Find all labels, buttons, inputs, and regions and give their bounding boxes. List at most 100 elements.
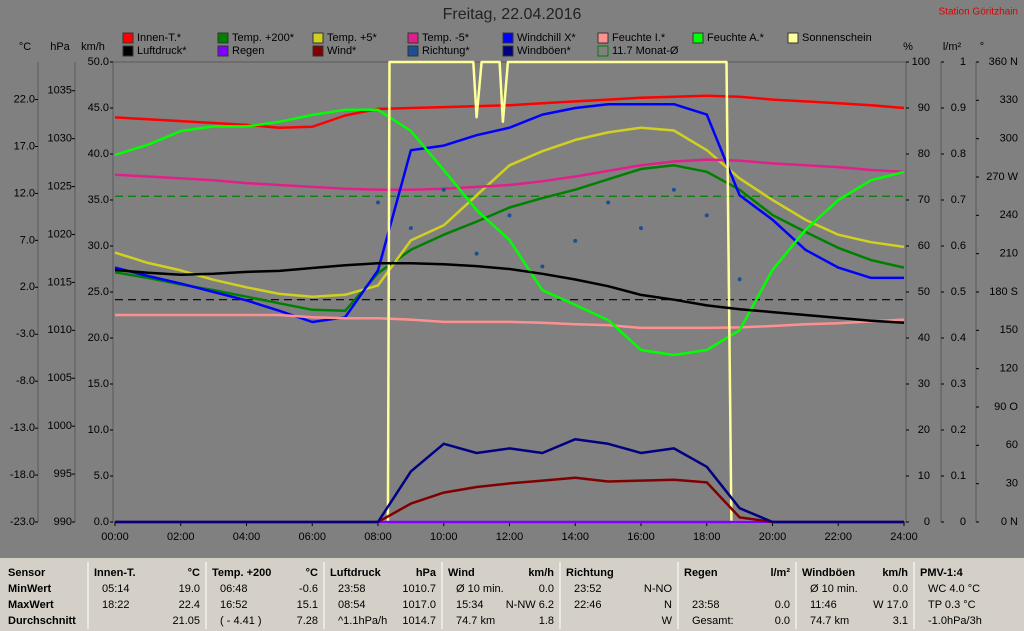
- legend-label: Regen: [232, 45, 264, 57]
- y-tick-label: 40: [918, 332, 930, 344]
- y-tick-label: 90: [918, 102, 930, 114]
- y-tick-label: 1: [960, 56, 966, 68]
- y-tick-label: 10.0: [88, 424, 109, 436]
- y-tick-label: 20: [918, 424, 930, 436]
- series-line: [115, 60, 904, 524]
- direction-dot: [737, 277, 742, 282]
- y-tick-label: 210: [1000, 248, 1018, 260]
- stats-header: Innen-T.: [94, 567, 136, 579]
- y-tick-label: 7.0: [20, 234, 35, 246]
- series-line: [115, 313, 905, 330]
- y-tick-label: 1010: [48, 324, 72, 336]
- stats-cell: 15:34: [456, 599, 484, 611]
- y-tick-label: -23.0: [10, 516, 35, 528]
- stats-value: W: [662, 615, 673, 627]
- stats-value: N: [664, 599, 672, 611]
- stats-cell: 18:22: [102, 599, 130, 611]
- y-tick-label: 40.0: [88, 148, 109, 160]
- series-line: [114, 158, 905, 191]
- y-tick-label: 1005: [48, 372, 72, 384]
- direction-dot: [704, 213, 709, 218]
- y-tick-label: 12.0: [14, 187, 35, 199]
- y-tick-label: 0.2: [951, 424, 966, 436]
- direction-dot: [474, 251, 479, 256]
- stats-value: N-NO: [644, 583, 673, 595]
- stats-cell: WC 4.0 °C: [928, 583, 980, 595]
- stats-header: Regen: [684, 567, 718, 579]
- y-tick-label: 0: [960, 516, 966, 528]
- y-tick-label: 1025: [48, 180, 72, 192]
- stats-unit: km/h: [528, 567, 554, 579]
- y-tick-label: 0.6: [951, 240, 966, 252]
- direction-dot: [573, 238, 578, 243]
- y-tick-label: 15.0: [88, 378, 109, 390]
- y-tick-label: 0.9: [951, 102, 966, 114]
- stats-value: 0.0: [893, 583, 908, 595]
- direction-dot: [441, 187, 446, 192]
- y-tick-label: -13.0: [10, 422, 35, 434]
- stats-panel: [0, 558, 1024, 631]
- stats-value: W 17.0: [873, 599, 908, 611]
- y-tick-label: 90 O: [994, 401, 1018, 413]
- legend-swatch: [217, 45, 229, 57]
- y-tick-label: 1035: [48, 85, 72, 97]
- legend-swatch: [312, 45, 324, 57]
- stats-value: 19.0: [179, 583, 200, 595]
- direction-dot: [606, 200, 611, 205]
- y-tick-label: 80: [918, 148, 930, 160]
- legend-swatch: [407, 32, 419, 44]
- stats-header: Temp. +200: [212, 567, 271, 579]
- y-tick-label: -3.0: [16, 328, 35, 340]
- x-tick-label: 20:00: [759, 531, 787, 543]
- stats-cell: Gesamt:: [692, 615, 734, 627]
- axis-label: °: [980, 41, 984, 53]
- axis-label: %: [903, 41, 913, 53]
- axis-label: hPa: [50, 41, 70, 53]
- legend-swatch: [217, 32, 229, 44]
- legend-swatch: [597, 45, 609, 57]
- stats-row-label: Sensor: [8, 567, 46, 579]
- stats-cell: 74.7 km: [810, 615, 849, 627]
- stats-header: Richtung: [566, 567, 614, 579]
- legend-label: 11.7 Monat-Ø: [612, 45, 679, 57]
- y-tick-label: 30.0: [88, 240, 109, 252]
- legend-swatch: [122, 32, 134, 44]
- direction-dot: [376, 200, 380, 205]
- legend-swatch: [597, 32, 609, 44]
- stats-unit: hPa: [416, 567, 437, 579]
- stats-cell: Ø 10 min.: [810, 583, 858, 595]
- stats-value: 1010.7: [402, 583, 436, 595]
- y-tick-label: 0.4: [951, 332, 966, 344]
- y-tick-label: 0.8: [951, 148, 966, 160]
- stats-value: 0.0: [775, 615, 790, 627]
- x-tick-label: 00:00: [101, 531, 129, 543]
- stats-cell: 11:46: [810, 599, 837, 611]
- direction-dot: [671, 187, 676, 192]
- y-tick-label: 1030: [48, 133, 72, 145]
- stats-cell: Ø 10 min.: [456, 583, 504, 595]
- legend-swatch: [122, 45, 134, 57]
- legend-label: Richtung*: [422, 45, 470, 57]
- stats-unit: l/m²: [770, 567, 790, 579]
- stats-cell: 23:58: [338, 583, 366, 595]
- y-tick-label: 50: [918, 286, 930, 298]
- stats-cell: 08:54: [338, 599, 366, 611]
- station-name: Station Göritzhain: [939, 7, 1019, 18]
- y-tick-label: 2.0: [20, 281, 35, 293]
- legend-label: Innen-T.*: [137, 32, 182, 44]
- stats-row-label: MaxWert: [8, 599, 54, 611]
- series-line: [114, 126, 905, 298]
- y-tick-label: 120: [1000, 363, 1018, 375]
- stats-unit: °C: [188, 567, 200, 579]
- stats-cell: -1.0hPa/3h: [928, 615, 982, 627]
- y-tick-label: 50.0: [88, 56, 109, 68]
- y-tick-label: 270 W: [986, 171, 1018, 183]
- y-tick-label: 330: [1000, 94, 1018, 106]
- y-tick-label: 180 S: [989, 286, 1018, 298]
- y-tick-label: 17.0: [14, 140, 35, 152]
- legend-swatch: [502, 32, 514, 44]
- y-tick-label: 0 N: [1001, 516, 1018, 528]
- stats-value: N-NW 6.2: [506, 599, 554, 611]
